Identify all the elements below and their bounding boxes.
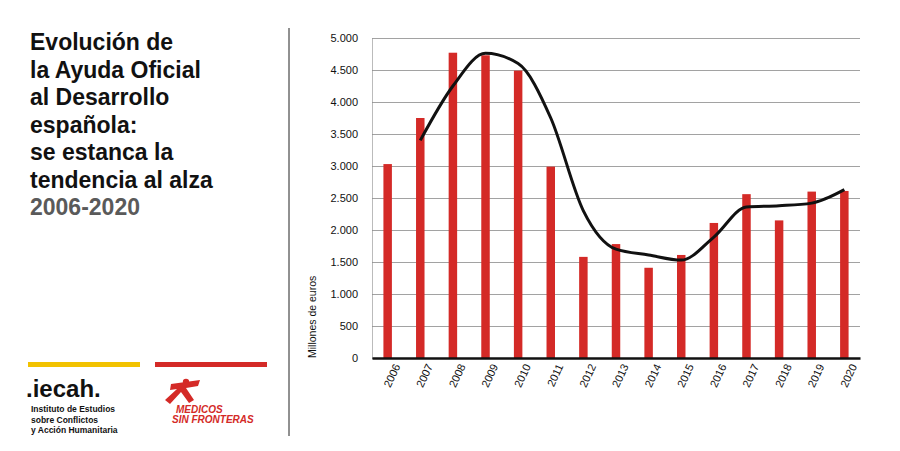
bar	[416, 118, 424, 358]
x-tick: 2011	[545, 358, 566, 388]
x-tick-label: 2018	[773, 362, 794, 389]
y-tick: 0	[352, 352, 860, 364]
x-tick: 2007	[414, 358, 435, 389]
x-tick: 2017	[740, 358, 761, 389]
bar	[775, 220, 783, 358]
msf-bar	[155, 362, 267, 367]
bar	[677, 255, 685, 358]
x-tick-label: 2011	[545, 362, 566, 389]
y-tick: 5.000	[330, 32, 860, 44]
iecah-name: .iecah.	[26, 375, 101, 402]
bar	[807, 192, 815, 358]
y-tick-label: 0	[352, 352, 358, 364]
iecah-description: y Acción Humanitaria	[31, 425, 118, 435]
y-tick: 4.000	[330, 96, 860, 108]
grid-line	[372, 166, 860, 167]
x-tick-label: 2009	[479, 362, 500, 389]
bar	[481, 55, 489, 358]
iecah-description: Instituto de Estudios	[31, 404, 115, 414]
grid-line	[372, 102, 860, 103]
y-tick-label: 2.500	[330, 192, 358, 204]
bar	[644, 268, 652, 358]
x-tick: 2015	[675, 358, 696, 389]
grid-line	[372, 70, 860, 71]
bar	[547, 167, 555, 358]
y-tick-label: 3.500	[330, 128, 358, 140]
x-tick-label: 2015	[675, 362, 696, 389]
msf-name: SIN FRONTERAS	[172, 414, 254, 425]
iecah-bar	[28, 362, 140, 367]
y-tick: 3.500	[330, 128, 860, 140]
x-tick-label: 2006	[381, 362, 402, 389]
title: Evolución dela Ayuda Oficialal Desarroll…	[30, 29, 213, 193]
y-tick: 4.500	[330, 64, 860, 76]
x-tick: 2013	[610, 358, 631, 389]
y-tick-label: 2.000	[330, 224, 358, 236]
x-tick-label: 2014	[642, 362, 663, 389]
chart: Evolución dela Ayuda Oficialal Desarroll…	[0, 0, 900, 451]
y-tick-label: 4.000	[330, 96, 358, 108]
x-tick-label: 2010	[512, 362, 533, 389]
x-tick: 2006	[381, 358, 402, 389]
y-tick: 3.000	[330, 160, 860, 172]
msf-figure	[165, 379, 200, 404]
grid-line	[372, 38, 860, 39]
x-tick-label: 2016	[707, 362, 728, 389]
grid-line	[372, 134, 860, 135]
x-tick: 2012	[577, 358, 598, 389]
y-tick-label: 3.000	[330, 160, 358, 172]
y-axis: 0 500 1.000 1.500 2.000 2.500 3.000 3.500 4.000 4…	[330, 32, 860, 364]
x-tick: 2016	[707, 358, 728, 389]
x-tick-label: 2013	[610, 362, 631, 389]
y-tick-label: 500	[340, 320, 358, 332]
plot-area	[383, 53, 848, 358]
x-axis: 2006 2007 2008 2009 2010 2011 2012 2013 2014 2015…	[373, 358, 861, 389]
y-tick-label: 1.500	[330, 256, 358, 268]
grid-line	[372, 230, 860, 231]
y-tick: 2.500	[330, 192, 860, 204]
bar	[514, 71, 522, 358]
x-tick-label: 2008	[446, 362, 467, 389]
x-tick-label: 2020	[838, 362, 859, 389]
x-tick-label: 2017	[740, 362, 761, 389]
x-tick: 2020	[838, 358, 859, 389]
bar	[449, 53, 457, 358]
x-tick: 2019	[805, 358, 826, 389]
separator	[289, 28, 290, 436]
iecah-description: sobre Conflictos	[31, 415, 98, 425]
x-tick: 2014	[642, 358, 663, 389]
x-axis-line	[373, 357, 861, 360]
subtitle: 2006-2020	[30, 194, 140, 220]
bar	[612, 244, 620, 358]
bar	[383, 164, 391, 358]
y-tick-label: 5.000	[330, 32, 358, 44]
grid-line	[372, 358, 860, 359]
x-tick: 2008	[446, 358, 467, 389]
msf-body	[165, 380, 200, 404]
x-tick-label: 2019	[805, 362, 826, 389]
grid-line	[372, 198, 860, 199]
y-tick-label: 4.500	[330, 64, 358, 76]
x-tick: 2018	[773, 358, 794, 389]
y-tick-label: 1.000	[330, 288, 358, 300]
x-tick-label: 2012	[577, 362, 598, 389]
x-tick-label: 2007	[414, 362, 435, 389]
bar	[840, 191, 848, 358]
y-axis-title: Millones de euros	[306, 276, 318, 358]
bar	[742, 194, 750, 358]
line	[420, 53, 844, 260]
bar	[710, 223, 718, 358]
x-tick: 2009	[479, 358, 500, 389]
x-tick: 2010	[512, 358, 533, 389]
bar	[579, 257, 587, 358]
